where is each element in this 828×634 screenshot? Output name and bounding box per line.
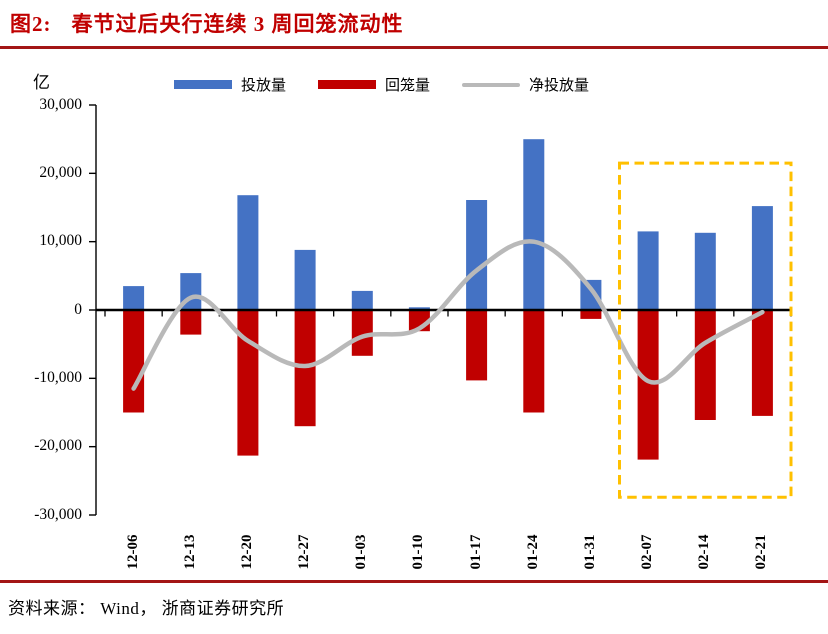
title-rule <box>0 46 828 49</box>
legend-item-injection-volume: 投放量 <box>174 74 286 95</box>
legend-item-withdrawal-volume: 回笼量 <box>318 74 430 95</box>
y-axis-tick-label: 10,000 <box>39 232 82 250</box>
source-note: 资料来源： Wind， 浙商证券研究所 <box>8 599 285 618</box>
bar-injection-volume-02-14 <box>694 232 716 310</box>
bar-withdrawal-volume-02-07 <box>637 310 659 460</box>
x-axis-label-12-20: 12-20 <box>238 534 255 570</box>
bar-injection-volume-02-21 <box>751 206 773 310</box>
x-axis-label-01-24: 01-24 <box>524 534 541 570</box>
x-axis-label-01-31: 01-31 <box>581 534 598 570</box>
bar-withdrawal-volume-12-20 <box>237 310 259 456</box>
y-axis-tick-label: -20,000 <box>34 437 82 455</box>
bar-withdrawal-volume-12-13 <box>180 310 202 335</box>
bar-withdrawal-volume-01-17 <box>466 310 488 381</box>
net-injection-line <box>131 239 765 391</box>
bar-injection-volume-01-10 <box>408 307 430 310</box>
bar-injection-volume-01-03 <box>351 290 373 310</box>
x-axis-label-12-06: 12-06 <box>124 534 141 570</box>
x-axis-label-01-03: 01-03 <box>353 534 370 570</box>
legend-label-net-injection: 净投放量 <box>529 78 590 94</box>
y-axis-tick-label: -10,000 <box>34 368 82 386</box>
figure-title-text: 春节过后央行连续 3 周回笼流动性 <box>71 12 404 36</box>
bar-withdrawal-volume-02-21 <box>751 310 773 416</box>
bar-injection-volume-01-17 <box>466 200 488 310</box>
chart-legend: 投放量 回笼量 净投放量 <box>174 74 589 95</box>
legend-swatch-injection-volume <box>174 80 232 89</box>
bar-injection-volume-12-06 <box>123 286 145 310</box>
legend-label-injection-volume: 投放量 <box>241 78 287 94</box>
x-axis-label-01-10: 01-10 <box>410 534 427 570</box>
x-axis-label-01-17: 01-17 <box>467 534 484 570</box>
bar-injection-volume-12-20 <box>237 195 259 310</box>
y-axis-tick-label: 30,000 <box>39 95 82 113</box>
bar-withdrawal-volume-02-14 <box>694 310 716 420</box>
footer-rule <box>0 580 828 583</box>
y-axis-unit-label: 亿 <box>33 73 50 92</box>
bar-injection-volume-01-31 <box>580 279 602 310</box>
legend-item-net-injection: 净投放量 <box>462 74 589 95</box>
x-axis-label-12-27: 12-27 <box>296 534 313 570</box>
legend-label-withdrawal-volume: 回笼量 <box>385 78 431 94</box>
bar-injection-volume-01-24 <box>523 139 545 310</box>
y-axis-tick-label: -30,000 <box>34 505 82 523</box>
bar-withdrawal-volume-01-31 <box>580 310 602 319</box>
figure-title: 图2: 春节过后央行连续 3 周回笼流动性 <box>10 8 404 38</box>
bar-withdrawal-volume-12-06 <box>123 310 145 413</box>
y-axis-tick-label: 0 <box>74 300 82 318</box>
legend-swatch-net-injection <box>462 82 521 87</box>
highlight-box <box>618 161 793 499</box>
bar-withdrawal-volume-01-24 <box>523 310 545 413</box>
y-axis-tick-label: 20,000 <box>39 163 82 181</box>
legend-swatch-withdrawal-volume <box>318 80 377 89</box>
x-axis-label-12-13: 12-13 <box>181 534 198 570</box>
bar-injection-volume-12-27 <box>294 249 316 310</box>
bar-injection-volume-02-07 <box>637 231 659 310</box>
x-axis-label-02-14: 02-14 <box>696 534 713 570</box>
figure-number: 图2: <box>10 12 52 36</box>
x-axis-label-02-07: 02-07 <box>639 534 656 570</box>
x-axis-label-02-21: 02-21 <box>753 534 770 570</box>
bar-withdrawal-volume-01-03 <box>351 310 373 356</box>
